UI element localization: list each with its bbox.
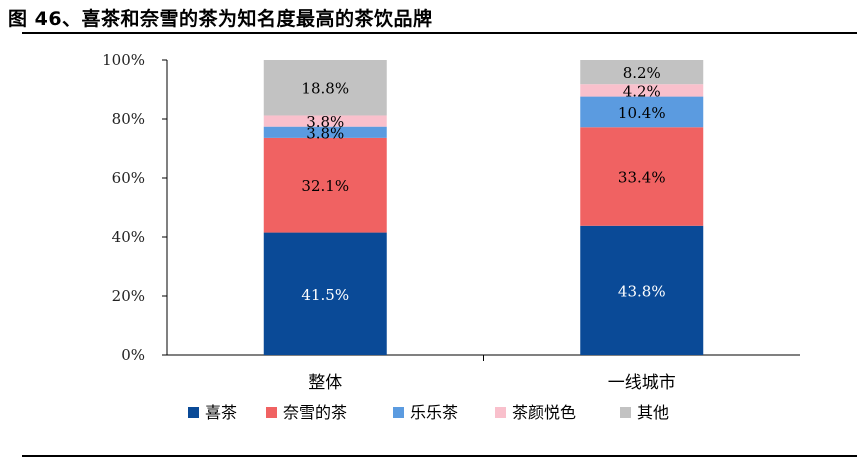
data-labels: 41.5% 32.1% 3.8%3.8% 18.8% 43.8% 33.4% 10.4% 4.…	[301, 64, 665, 304]
legend-entry: 奈雪的茶	[283, 403, 347, 422]
legend-swatch	[495, 407, 506, 418]
data-label: 18.8%	[301, 80, 349, 98]
bar-segment	[580, 60, 704, 85]
y-tick-label: 80%	[112, 110, 145, 128]
title-rule	[22, 32, 857, 34]
y-tick-label: 0%	[121, 346, 145, 364]
legend: 喜茶 奈雪的茶 乐乐茶 茶颜悦色 其他	[188, 403, 669, 422]
bar-segment	[263, 115, 387, 127]
y-tick-label: 40%	[112, 228, 145, 246]
data-label: 32.1%	[301, 177, 349, 195]
bar-segment	[263, 60, 387, 116]
legend-entry: 喜茶	[205, 403, 237, 422]
bar-segment	[580, 96, 704, 128]
bar-segment	[580, 84, 704, 97]
data-label: 3.8%	[306, 124, 344, 142]
chart-title: 图 46、喜茶和奈雪的茶为知名度最高的茶饮品牌	[8, 8, 433, 30]
legend-swatch	[188, 407, 199, 418]
bar-segment	[263, 126, 387, 138]
y-tick-label: 60%	[112, 169, 145, 187]
x-tick-label: 一线城市	[608, 373, 676, 393]
legend-entry: 茶颜悦色	[512, 403, 576, 422]
legend-swatch	[393, 407, 404, 418]
bar-segment	[580, 127, 704, 226]
axes: 0% 20% 40% 60% 80% 100% 整体 一线城市	[102, 51, 800, 393]
data-label: 10.4%	[618, 104, 666, 122]
data-label: 43.8%	[618, 282, 666, 300]
x-tick-label: 整体	[308, 373, 342, 393]
data-label: 33.4%	[618, 169, 666, 187]
y-tick-label: 100%	[102, 51, 145, 69]
data-label: 3.8%	[306, 113, 344, 131]
data-label: 8.2%	[623, 64, 661, 82]
legend-swatch	[266, 407, 277, 418]
legend-entry: 其他	[637, 403, 669, 422]
bottom-rule	[22, 455, 857, 457]
y-tick-label: 20%	[112, 287, 145, 305]
bars	[263, 60, 704, 355]
bar-segment	[263, 137, 387, 233]
data-label: 4.2%	[623, 82, 661, 100]
bar-segment	[263, 232, 387, 355]
legend-swatch	[620, 407, 631, 418]
legend-entry: 乐乐茶	[410, 403, 458, 422]
data-label: 41.5%	[301, 286, 349, 304]
bar-segment	[580, 225, 704, 355]
